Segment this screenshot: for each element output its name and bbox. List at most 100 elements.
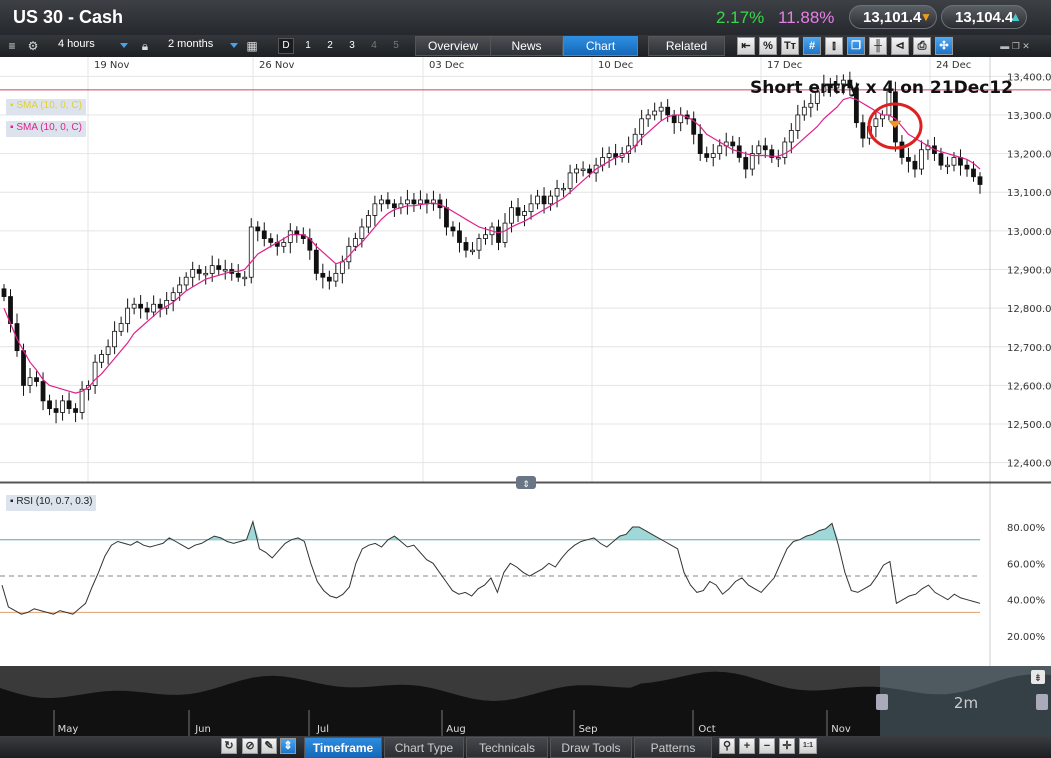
tab-chart[interactable]: Chart — [563, 36, 638, 56]
menu-icon[interactable]: ≡ — [8, 39, 16, 53]
settings-icon[interactable]: ✣ — [935, 37, 953, 55]
bar-icon[interactable]: ╫ — [869, 37, 887, 55]
period-4-button[interactable]: 4 — [371, 40, 377, 51]
gear-icon[interactable]: ⚙ — [27, 39, 39, 53]
main-grid — [0, 57, 1051, 666]
candle-body — [112, 330, 118, 348]
x-tick-label: 19 Nov — [94, 60, 130, 71]
tab-related[interactable]: Related — [648, 36, 725, 56]
lock-icon[interactable]: 🔒︎ — [141, 39, 149, 53]
rsi-tick-label: 60.00% — [1007, 559, 1045, 570]
calendar-icon[interactable]: ▦ — [246, 39, 258, 53]
sma-line — [3, 96, 981, 394]
candle-body — [405, 199, 410, 205]
candle-body — [268, 238, 274, 243]
overview-navigator[interactable]: ⇟ 2m May Jun Jul Aug Sep Oct Nov — [0, 666, 1051, 736]
legend-sma-2[interactable]: ▪ SMA (10, 0, C) — [6, 121, 86, 137]
candle-body — [359, 226, 365, 239]
candle-body — [912, 160, 918, 170]
flag-icon[interactable]: ⊲ — [891, 37, 909, 55]
tab-chart-type[interactable]: Chart Type — [384, 737, 464, 758]
crosshair-icon[interactable]: ✛ — [779, 738, 795, 754]
period-5-button[interactable]: 5 — [393, 40, 399, 51]
candle-body — [717, 145, 723, 154]
candle-body — [431, 199, 436, 205]
layers-icon[interactable]: ❐ — [847, 37, 865, 55]
sell-price-button[interactable]: 13,101.4 ▼ — [849, 5, 937, 29]
overview-left-handle[interactable] — [876, 694, 888, 710]
legend-sma-1[interactable]: ▪ SMA (10, 0, C) — [6, 99, 86, 115]
zoom-icon[interactable]: ⚲ — [719, 738, 735, 754]
candlestick-series — [1, 71, 983, 424]
candle-body — [144, 307, 150, 313]
candle-body — [860, 122, 866, 139]
no-entry-icon[interactable]: ⊘ — [242, 738, 258, 754]
candle-body — [652, 110, 658, 116]
candle-body — [515, 207, 521, 216]
candle-body — [79, 388, 85, 413]
buy-price-button[interactable]: 13,104.4 ▲ — [941, 5, 1027, 29]
rsi-tick-label: 20.00% — [1007, 632, 1045, 643]
up-down-icon[interactable]: ⇕ — [280, 738, 296, 754]
legend-rsi[interactable]: ▪ RSI (10, 0.7, 0.3) — [6, 495, 97, 511]
candle-body — [73, 408, 78, 413]
refresh-icon[interactable]: ↻ — [221, 738, 237, 754]
overview-window[interactable] — [880, 666, 1051, 736]
candle-body — [151, 303, 157, 313]
candle-body — [606, 153, 612, 158]
y-tick-label: 12,800.0 — [1007, 304, 1051, 315]
tab-draw-tools[interactable]: Draw Tools — [550, 737, 632, 758]
candle-body — [788, 130, 794, 143]
candle-body — [691, 118, 697, 135]
overview-right-handle[interactable] — [1036, 694, 1048, 710]
candle-body — [53, 408, 59, 413]
candle-body — [567, 172, 573, 189]
candle-body — [893, 91, 898, 143]
tab-technicals[interactable]: Technicals — [466, 737, 548, 758]
minus-icon[interactable]: − — [759, 738, 775, 754]
candle-body — [365, 215, 371, 228]
candle-body — [808, 102, 814, 108]
tab-overview[interactable]: Overview — [415, 36, 491, 56]
period-1-button[interactable]: 1 — [305, 40, 311, 51]
candle-body — [418, 199, 423, 205]
chart-canvas[interactable]: 19 Nov 26 Nov 03 Dec 10 Dec 17 Dec 24 Dec 13,… — [0, 57, 1051, 666]
pencil-icon[interactable]: ✎ — [261, 738, 277, 754]
candle-body — [671, 114, 677, 124]
candle-body — [444, 207, 449, 228]
candle-body — [222, 269, 228, 272]
candle-body — [99, 354, 104, 363]
grid-icon[interactable]: # — [803, 37, 821, 55]
back-icon[interactable]: ⇤ — [737, 37, 755, 55]
candle-body — [339, 261, 345, 274]
tab-patterns[interactable]: Patterns — [634, 737, 712, 758]
candle-body — [27, 377, 33, 386]
candle-body — [378, 199, 384, 205]
window-controls[interactable]: ▬ ❐ ✕ — [1000, 41, 1030, 51]
percent-icon[interactable]: % — [759, 37, 777, 55]
period-d-button[interactable]: D — [278, 38, 294, 54]
print-icon[interactable]: ⎙ — [913, 37, 931, 55]
candle-body — [795, 114, 801, 131]
interval-select[interactable]: 4 hours — [54, 38, 130, 54]
overview-collapse-button[interactable] — [1031, 670, 1045, 684]
candle-body — [704, 153, 710, 158]
candle-body — [710, 153, 716, 158]
tab-timeframe[interactable]: Timeframe — [304, 737, 382, 758]
candle-icon[interactable]: ⫾ — [825, 37, 843, 55]
tab-news[interactable]: News — [490, 36, 563, 56]
candle-body — [840, 79, 846, 85]
candle-body — [66, 400, 72, 409]
period-2-button[interactable]: 2 — [327, 40, 333, 51]
y-tick-label: 13,100.0 — [1007, 188, 1051, 199]
one-to-one-button[interactable]: 1:1 — [799, 738, 817, 754]
month-label: Jun — [194, 724, 211, 735]
period-select[interactable]: 2 months — [164, 38, 240, 54]
candle-body — [756, 145, 762, 154]
text-size-icon[interactable]: Tт — [781, 37, 799, 55]
period-value: 2 months — [168, 38, 214, 50]
splitter-handle[interactable] — [516, 476, 536, 489]
range-percent: 11.88% — [778, 8, 835, 27]
plus-icon[interactable]: + — [739, 738, 755, 754]
period-3-button[interactable]: 3 — [349, 40, 355, 51]
